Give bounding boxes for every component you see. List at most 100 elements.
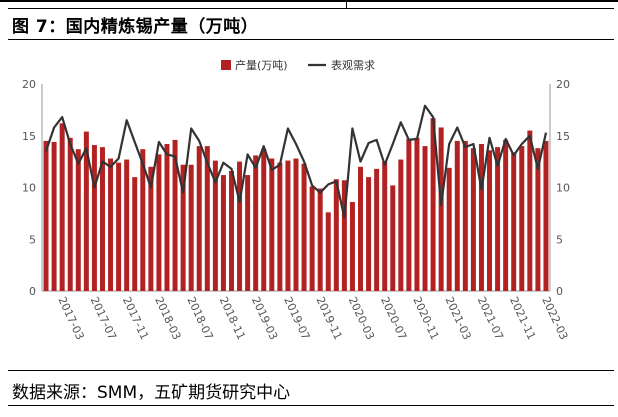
x-tick-label: 2021-03 [442,295,473,342]
x-tick-label: 2021-07 [475,295,506,342]
x-tick-label: 2017-03 [55,295,86,342]
bar [140,149,146,291]
bar [511,152,517,291]
bar [519,146,525,291]
chart-area: 0 5 10 15 20 0 5 10 15 20 2017-03 2017-07 2017-11 201… [8,39,614,369]
bar [245,175,251,291]
bar [325,212,331,291]
bar [59,123,65,291]
bar [204,146,210,291]
y-tick-label: 15 [22,130,36,143]
bar [116,162,122,291]
bar [527,130,533,291]
bar [301,163,307,291]
bar [462,140,468,291]
bar [148,166,154,291]
bar [422,146,428,291]
bar [228,170,234,291]
bar [293,158,299,291]
bar [478,144,484,291]
bar [349,201,355,291]
legend-bar-label: 产量(万吨) [235,58,288,72]
bar [374,168,380,291]
bar [277,162,283,291]
bar [43,140,49,291]
bar [438,127,444,291]
bar [99,147,105,291]
bar [390,185,396,291]
bar [164,144,170,291]
bar [470,148,476,291]
demand-line [44,104,548,219]
x-tick-label: 2020-11 [410,295,441,342]
bar [317,188,323,291]
x-tick-label: 2017-11 [120,295,151,342]
bar [67,137,73,291]
bar [398,159,404,291]
x-tick-label: 2019-03 [249,295,280,342]
x-tick-label: 2020-07 [378,295,409,342]
bar [156,154,162,291]
bar [333,179,339,291]
bar [220,175,226,291]
y2-tick-label: 5 [556,233,563,246]
bar [75,149,81,291]
bar [487,150,493,291]
bar [406,138,412,291]
x-tick-label: 2022-03 [539,295,570,342]
bar [132,177,138,291]
bar [188,164,194,291]
bar [454,140,460,291]
bar [261,149,267,291]
bar [83,131,89,291]
bar [51,141,57,291]
top-rule [0,0,618,2]
source-note: 数据来源：SMM，五矿期货研究中心 [12,383,291,403]
bar [237,161,243,291]
bar [212,160,218,291]
bar [366,177,372,291]
title-bar [8,8,614,40]
x-tick-label: 2018-11 [217,295,248,342]
y2-tick-label: 10 [556,182,570,195]
bar [503,139,509,291]
bar [535,148,541,291]
bar [543,140,549,291]
y2-tick-label: 15 [556,130,570,143]
bar [358,166,364,291]
bar [108,158,114,291]
column-stub [346,0,347,8]
bar [341,180,347,291]
bar [414,137,420,291]
source-bar [8,370,614,406]
legend-bar-swatch [221,60,231,70]
x-tick-label: 2018-03 [152,295,183,342]
bar [495,147,501,291]
bar [253,155,259,291]
bar [430,118,436,291]
bar [382,161,388,291]
x-tick-label: 2018-07 [184,295,215,342]
bar [196,146,202,291]
bar [91,145,97,291]
y-tick-label: 5 [29,233,36,246]
bar [446,167,452,291]
x-tick-label: 2020-03 [346,295,377,342]
bar [309,186,315,291]
bar [172,139,178,291]
bar [180,164,186,291]
x-tick-label: 2019-07 [281,295,312,342]
x-tick-label: 2021-11 [507,295,538,342]
x-tick-label: 2017-07 [88,295,119,342]
y-tick-label: 10 [22,182,36,195]
y2-tick-label: 0 [556,285,563,298]
bar [285,160,291,291]
figure-title: 图 7：国内精炼锡产量（万吨） [12,17,259,37]
x-tick-label: 2019-11 [313,295,344,342]
y-tick-label: 0 [29,285,36,298]
y2-tick-label: 20 [556,78,570,91]
y-tick-label: 20 [22,78,36,91]
legend-line-label: 表观需求 [331,58,375,72]
